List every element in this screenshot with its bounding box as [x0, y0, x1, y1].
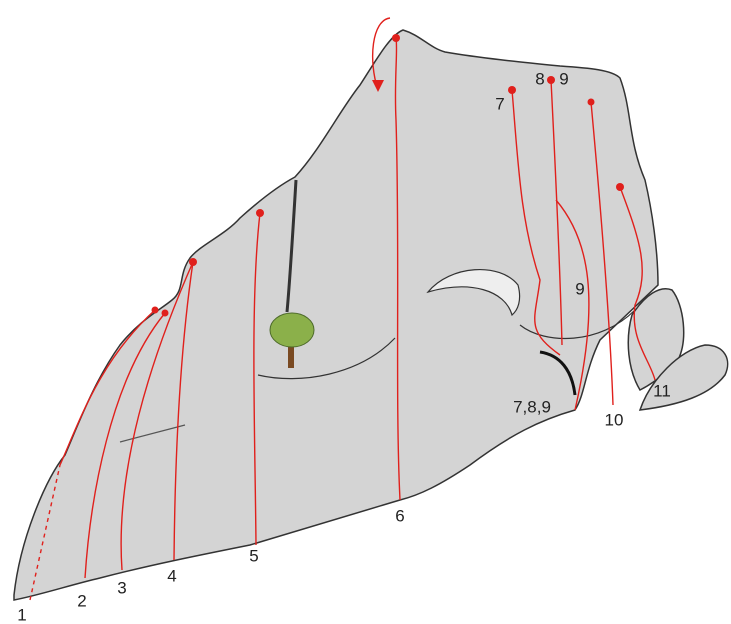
- anchor: [161, 309, 169, 317]
- route: [619, 186, 656, 381]
- route-label: 9: [575, 279, 584, 298]
- rock: [13, 29, 659, 601]
- route: [394, 37, 401, 501]
- route-label: 5: [249, 546, 258, 565]
- route-label: 7,8,9: [513, 397, 551, 416]
- route-label: 2: [77, 591, 86, 610]
- anchor: [616, 183, 624, 191]
- boulder: [638, 344, 729, 411]
- route-label: 8: [535, 69, 544, 88]
- route-label: 11: [653, 381, 671, 400]
- route: [511, 89, 561, 356]
- tree: [269, 312, 315, 368]
- anchor: [189, 258, 197, 266]
- route-label: 4: [167, 566, 176, 585]
- crack: [119, 424, 186, 443]
- anchor: [256, 209, 264, 217]
- crack: [285, 179, 298, 313]
- anchor: [392, 34, 400, 42]
- route-label: 6: [395, 506, 404, 525]
- anchor: [587, 98, 595, 106]
- route: [590, 101, 614, 406]
- roof: [519, 309, 636, 340]
- route-label: 10: [605, 410, 624, 429]
- route: [120, 261, 194, 571]
- route: [29, 464, 61, 601]
- route: [555, 199, 590, 411]
- route-label: 1: [17, 605, 26, 624]
- route-label: 7: [495, 94, 504, 113]
- anchor: [547, 76, 555, 84]
- arrow-head: [372, 80, 384, 92]
- route-label: 9: [559, 69, 568, 88]
- route: [173, 261, 194, 561]
- anchor: [151, 306, 159, 314]
- route: [59, 309, 156, 466]
- route: [550, 79, 563, 346]
- ledge: [257, 337, 396, 380]
- route-label: 3: [117, 578, 126, 597]
- overhang: [426, 268, 521, 317]
- cave: [539, 350, 577, 396]
- route: [84, 312, 166, 579]
- route: [253, 212, 261, 546]
- anchor: [508, 86, 516, 94]
